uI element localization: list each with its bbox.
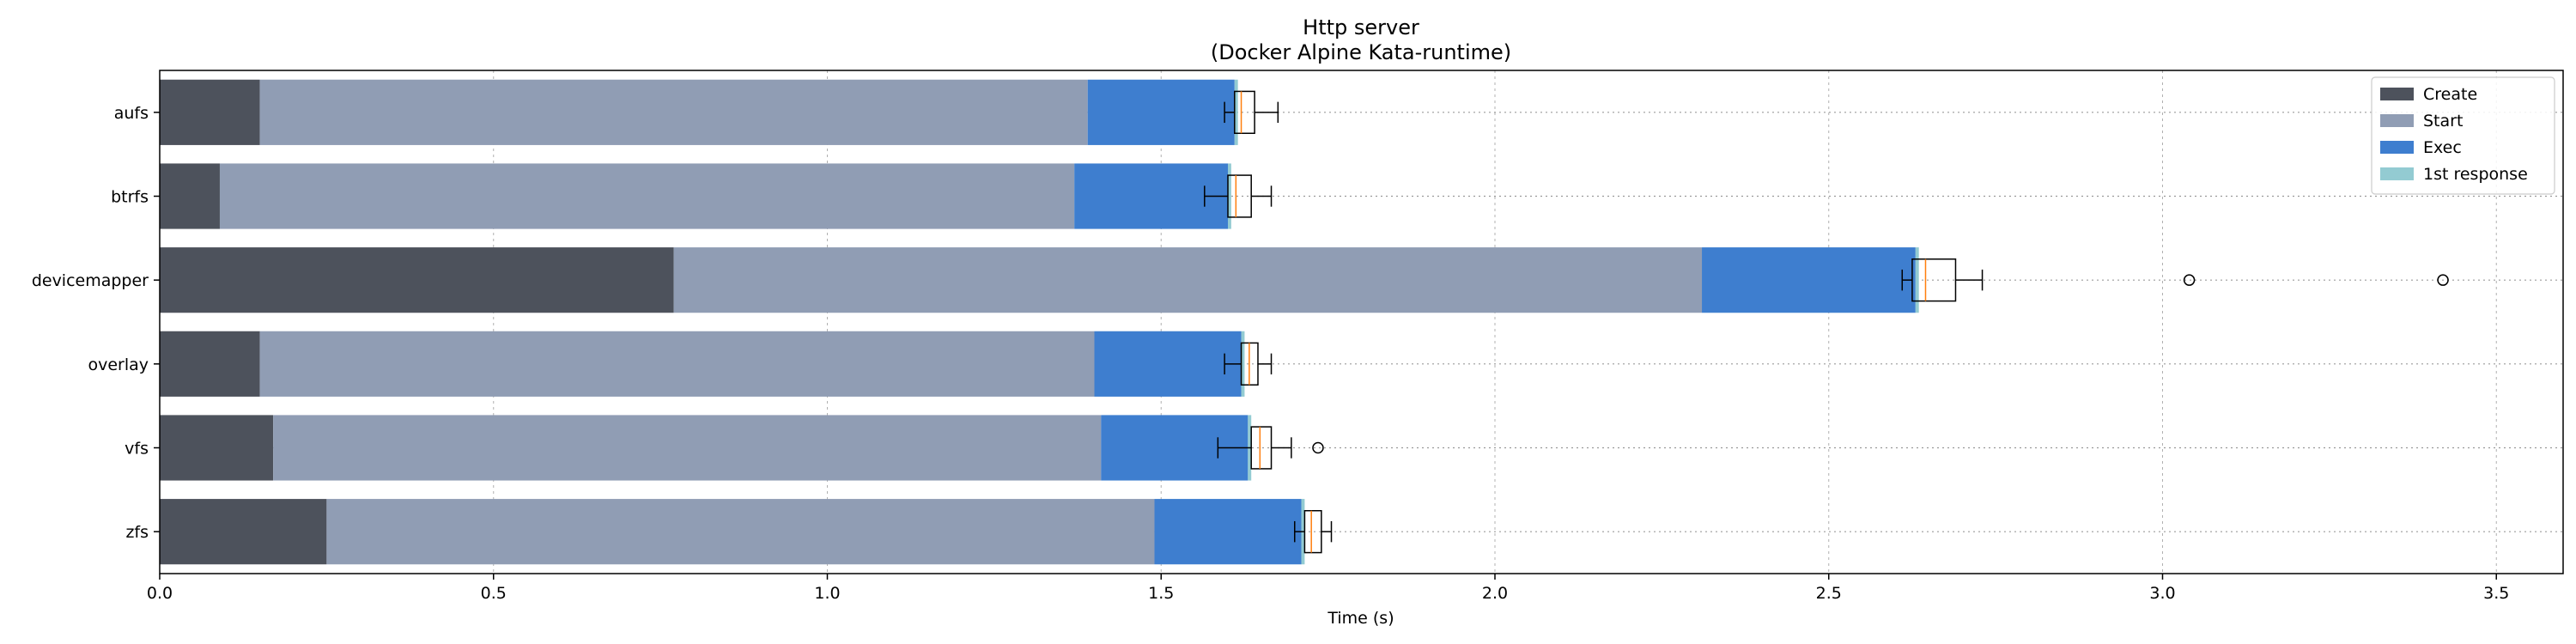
bar-start-devicemapper — [673, 247, 1703, 313]
box-vfs — [1250, 426, 1273, 470]
x-tick-label: 2.5 — [1816, 584, 1842, 603]
legend-swatch — [2380, 167, 2414, 180]
x-tick-label: 0.0 — [147, 584, 173, 603]
chart-title: Http server — [1303, 15, 1419, 39]
legend-swatch — [2380, 141, 2414, 154]
bar-exec-overlay — [1094, 331, 1242, 397]
y-tick-label: overlay — [88, 355, 149, 374]
x-tick-label: 1.0 — [814, 584, 840, 603]
bar-start-vfs — [273, 415, 1102, 481]
bar-exec-zfs — [1154, 499, 1302, 565]
x-tick-label: 3.5 — [2483, 584, 2509, 603]
legend-label: Exec — [2423, 138, 2462, 157]
y-tick-label: aufs — [114, 104, 149, 123]
legend: Create Start Exec 1st response — [2371, 76, 2555, 195]
grid — [159, 70, 2563, 574]
x-tick-label: 3.0 — [2149, 584, 2175, 603]
x-axis-label: Time (s) — [1327, 609, 1394, 628]
outlier-devicemapper — [2437, 274, 2449, 286]
bar-create-aufs — [160, 79, 260, 145]
legend-label: Create — [2423, 85, 2477, 104]
boxplots — [1204, 90, 2449, 554]
bar-start-zfs — [326, 499, 1155, 565]
y-tick-label: vfs — [125, 440, 149, 459]
chart-subtitle: (Docker Alpine Kata-runtime) — [1211, 40, 1511, 64]
box-zfs — [1303, 510, 1322, 554]
bar-1st-response-overlay — [1241, 331, 1245, 397]
bar-create-overlay — [160, 331, 260, 397]
box-aufs — [1234, 90, 1255, 134]
axes: 0.0 0.5 1.0 1.5 2.0 2.5 3.0 3.5 aufs btrfs devicem… — [32, 70, 2564, 603]
y-tick-label: zfs — [125, 523, 149, 542]
plot-frame — [159, 70, 2564, 574]
legend-frame — [2371, 76, 2555, 195]
legend-swatch — [2380, 114, 2414, 127]
bar-start-aufs — [259, 79, 1088, 145]
bar-exec-btrfs — [1074, 163, 1228, 229]
bar-1st-response-btrfs — [1228, 163, 1231, 229]
box-devicemapper — [1911, 258, 1957, 302]
legend-swatch — [2380, 88, 2414, 100]
legend-label: Start — [2423, 112, 2463, 131]
bar-exec-aufs — [1087, 79, 1235, 145]
bar-create-zfs — [160, 499, 327, 565]
outlier-vfs — [1312, 441, 1324, 454]
bar-start-overlay — [259, 331, 1095, 397]
outlier-devicemapper — [2183, 274, 2196, 286]
bar-create-btrfs — [160, 163, 220, 229]
x-tick-label: 0.5 — [481, 584, 507, 603]
bar-start-btrfs — [219, 163, 1075, 229]
bars — [160, 79, 1919, 565]
x-tick-label: 1.5 — [1148, 584, 1174, 603]
box-btrfs — [1227, 174, 1252, 218]
bar-create-devicemapper — [160, 247, 674, 313]
bar-exec-devicemapper — [1702, 247, 1916, 313]
y-tick-label: btrfs — [111, 188, 149, 207]
bar-1st-response-devicemapper — [1915, 247, 1919, 313]
y-tick-label: devicemapper — [32, 271, 149, 290]
bar-create-vfs — [160, 415, 274, 481]
legend-label: 1st response — [2423, 165, 2528, 184]
x-tick-label: 2.0 — [1482, 584, 1508, 603]
bar-1st-response-aufs — [1234, 79, 1238, 145]
